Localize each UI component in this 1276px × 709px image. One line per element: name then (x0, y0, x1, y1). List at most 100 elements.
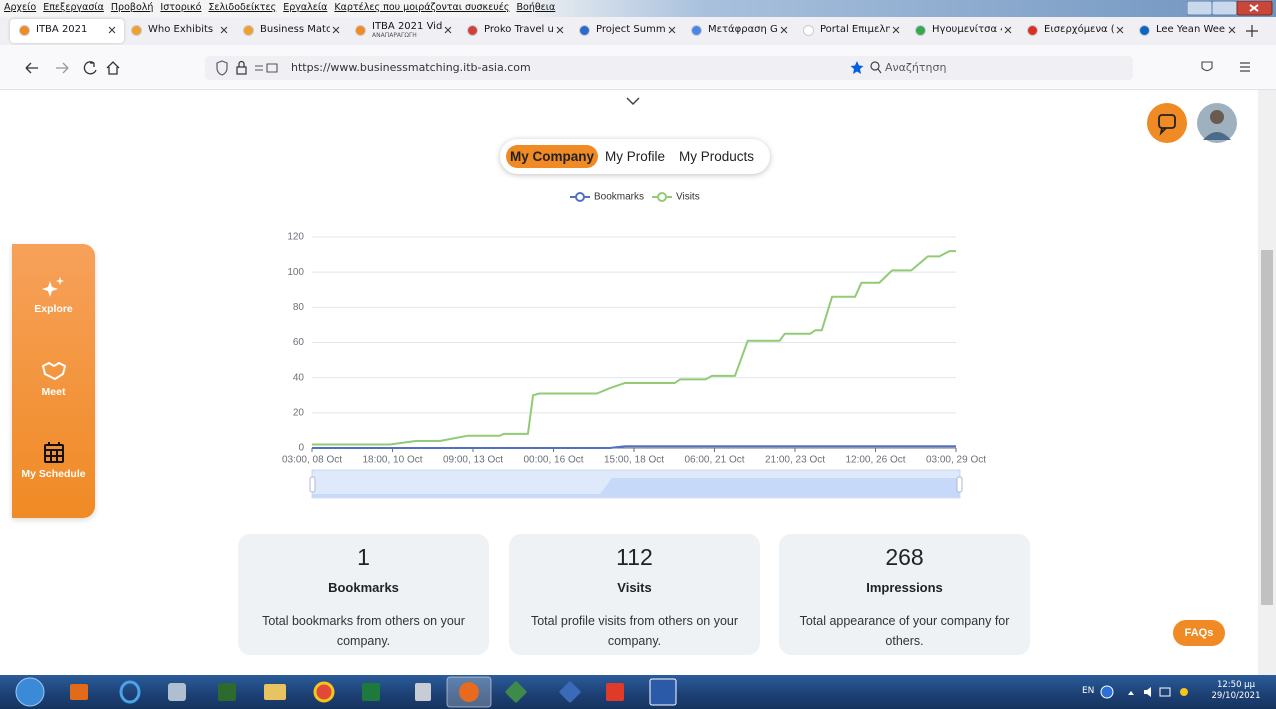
menu-item[interactable]: Αρχείο (4, 2, 36, 13)
menu-item[interactable]: Καρτέλες που μοιράζονται συσκευές (334, 2, 509, 13)
menu-item[interactable]: Προβολή (111, 2, 154, 13)
app-icon[interactable] (218, 683, 236, 701)
tab[interactable]: ITBA 2021 (10, 19, 124, 43)
tab-title: Lee Yean Wee - (1156, 24, 1226, 35)
pocket-button[interactable] (1202, 62, 1212, 71)
stat-title: Impressions (779, 580, 1030, 595)
tab-close[interactable] (556, 26, 564, 34)
tab-close[interactable] (892, 26, 900, 34)
app-icon[interactable] (121, 682, 139, 702)
x-tick-label: 03:00, 29 Oct (926, 455, 986, 466)
zoom-handle-right[interactable] (957, 477, 962, 492)
tab-title: Ηγουμενίτσα 4 (932, 24, 1002, 35)
app-icon[interactable] (505, 681, 528, 704)
back-button[interactable] (26, 63, 38, 73)
tab[interactable]: Project Summar (570, 19, 684, 43)
explore-icon (42, 277, 64, 297)
avatar-head (1210, 110, 1224, 124)
tab-close[interactable] (108, 26, 116, 34)
menu-item[interactable]: Σελιδοδείκτες (208, 2, 276, 13)
home-button[interactable] (107, 62, 119, 74)
stat-description: Total appearance of your company for oth… (791, 611, 1018, 651)
menu-item[interactable]: Ιστορικό (160, 2, 201, 13)
app-icon[interactable] (264, 684, 286, 700)
sidebar-item[interactable]: My Schedule (12, 442, 95, 480)
search-placeholder[interactable]: Αναζήτηση (885, 61, 946, 74)
address-bar[interactable]: https://www.businessmatching.itb-asia.co… (205, 56, 1133, 80)
navigation-bar: https://www.businessmatching.itb-asia.co… (0, 45, 1276, 90)
stat-value: 268 (779, 544, 1030, 571)
sidebar-item[interactable]: Meet (12, 360, 95, 398)
search-icon (870, 61, 882, 74)
tab[interactable]: ITBA 2021 VideoΑΝΑΠΑΡΑΓΩΓΗ (346, 19, 460, 43)
sidebar-item[interactable]: Explore (12, 277, 95, 315)
tab[interactable]: Εισερχόμενα (1) (1018, 19, 1132, 43)
app-icon[interactable] (415, 683, 431, 701)
chat-button[interactable] (1147, 103, 1187, 143)
zoom-slider[interactable] (312, 470, 960, 498)
menu-item[interactable]: Εργαλεία (283, 2, 327, 13)
tab-close[interactable] (220, 26, 228, 34)
collapse-chevron[interactable] (625, 95, 641, 107)
menu-item[interactable]: Βοήθεια (517, 2, 556, 13)
x-tick-label: 15:00, 18 Oct (604, 455, 664, 466)
zoom-preview (312, 478, 960, 497)
taskbar-apps (0, 675, 700, 709)
bookmark-star[interactable] (850, 60, 864, 75)
app-icon[interactable] (168, 683, 186, 701)
stat-description: Total profile visits from others on your… (521, 611, 748, 651)
zoom-handle-left[interactable] (310, 477, 315, 492)
language-indicator[interactable]: EN (1082, 686, 1094, 696)
tab[interactable]: Μετάφραση Go (682, 19, 796, 43)
tab-favicon (579, 25, 590, 36)
tab-close[interactable] (668, 26, 676, 34)
reload-button[interactable] (84, 62, 96, 74)
tab[interactable]: Proko Travel ut (458, 19, 572, 43)
app-icon[interactable] (650, 679, 676, 705)
scroll-thumb[interactable] (1261, 250, 1273, 605)
app-icon[interactable] (315, 683, 333, 701)
app-icon[interactable] (362, 683, 380, 701)
menu-item[interactable]: Επεξεργασία (43, 2, 104, 13)
tab[interactable]: Who Exhibits (122, 19, 236, 43)
sidebar-icon (42, 442, 66, 464)
zoom-window (312, 470, 960, 498)
sidebar-icon (42, 277, 66, 299)
tab[interactable]: Portal Επιμελητηρίο (794, 19, 908, 43)
tab-title: Portal Επιμελητηρίο (820, 24, 890, 35)
tab-close[interactable] (444, 26, 452, 34)
toolbar-icons (1200, 59, 1260, 75)
tab-close[interactable] (1228, 26, 1236, 34)
tab-close[interactable] (1116, 26, 1124, 34)
tab-close[interactable] (332, 26, 340, 34)
app-icon[interactable] (559, 681, 582, 704)
toggle-option[interactable]: My Profile (601, 145, 669, 168)
tab-favicon (467, 25, 478, 36)
app-icon[interactable] (606, 683, 624, 701)
scrollbar[interactable] (1258, 90, 1276, 675)
faq-button[interactable]: FAQs (1173, 620, 1225, 646)
sidebar-label: My Schedule (12, 468, 95, 480)
tab[interactable]: Lee Yean Wee - (1130, 19, 1244, 43)
tab-close[interactable] (780, 26, 788, 34)
toggle-option[interactable]: My Products (675, 145, 758, 168)
menu-button[interactable] (1240, 63, 1250, 71)
x-tick-label: 09:00, 13 Oct (443, 455, 503, 466)
forward-button[interactable] (56, 63, 68, 73)
y-tick-label: 80 (293, 302, 305, 313)
tab-close[interactable] (1004, 26, 1012, 34)
minimize-button[interactable] (1187, 1, 1212, 15)
maximize-button[interactable] (1212, 1, 1237, 15)
new-tab-button[interactable] (1245, 24, 1259, 38)
app-icon[interactable] (70, 684, 88, 700)
stat-description: Total bookmarks from others on your comp… (250, 611, 477, 651)
y-tick-label: 40 (293, 372, 305, 383)
toggle-option[interactable]: My Company (506, 145, 598, 168)
start-button[interactable] (16, 678, 44, 706)
tab[interactable]: Ηγουμενίτσα 4 (906, 19, 1020, 43)
tab[interactable]: Business Match (234, 19, 348, 43)
legend-label: Visits (676, 192, 700, 203)
clock[interactable]: 12:50 μμ 29/10/2021 (1200, 680, 1272, 702)
